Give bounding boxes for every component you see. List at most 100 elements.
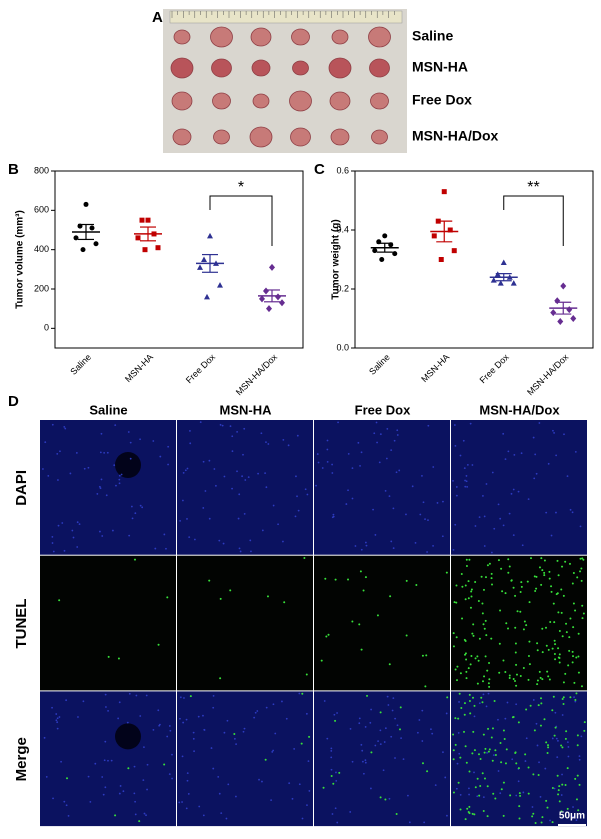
tunel-signal <box>524 753 527 756</box>
tunel-signal <box>482 680 485 683</box>
tunel-signal <box>491 583 494 586</box>
tunel-signal <box>577 655 580 658</box>
nucleus <box>394 717 397 720</box>
tunel-signal <box>515 684 518 687</box>
nucleus <box>274 732 277 735</box>
nucleus <box>471 464 474 466</box>
y-axis-label: Tumor volume (mm³) <box>15 210 26 309</box>
tunel-signal <box>572 602 575 605</box>
nucleus <box>188 536 191 539</box>
tunel-signal <box>476 777 479 780</box>
tunel-signal <box>483 751 486 754</box>
tunel-signal <box>571 582 574 585</box>
point <box>570 315 577 322</box>
nucleus <box>218 792 221 795</box>
nucleus <box>305 712 308 715</box>
nucleus <box>131 517 134 520</box>
tunel-signal <box>565 730 568 733</box>
plot-frame <box>54 170 304 349</box>
nucleus <box>192 731 195 734</box>
nucleus <box>469 422 472 425</box>
nucleus <box>301 817 304 820</box>
nucleus <box>271 751 274 753</box>
tunel-signal <box>471 812 474 815</box>
nucleus <box>473 771 475 774</box>
nucleus <box>244 479 247 481</box>
nucleus <box>482 796 485 799</box>
nucleus <box>118 792 121 795</box>
nucleus <box>69 472 72 475</box>
nucleus <box>336 821 339 824</box>
nucleus <box>561 773 563 776</box>
nucleus <box>349 811 352 813</box>
nucleus <box>456 762 459 765</box>
tunel-signal <box>467 597 470 600</box>
nucleus <box>517 490 520 493</box>
tunel-signal <box>562 681 565 684</box>
tunel-signal <box>488 661 491 664</box>
nucleus <box>369 721 372 724</box>
nucleus <box>104 740 107 743</box>
nucleus <box>145 694 148 697</box>
tumor <box>291 28 310 46</box>
tunel-signal <box>514 679 517 682</box>
tunel-signal <box>576 774 579 777</box>
tunel-signal <box>471 752 474 755</box>
nucleus <box>326 460 329 463</box>
tunel-signal <box>525 708 528 711</box>
tunel-signal <box>474 786 477 789</box>
nucleus <box>212 706 215 709</box>
nucleus <box>515 703 518 706</box>
nucleus <box>236 470 238 473</box>
tunel-signal <box>534 589 537 592</box>
nucleus <box>111 529 114 532</box>
nucleus <box>270 799 273 802</box>
nucleus <box>416 731 419 734</box>
tunel-signal <box>500 761 503 764</box>
tunel-signal <box>510 579 513 582</box>
tunel-signal <box>564 737 567 740</box>
nucleus <box>122 790 125 793</box>
tumor <box>170 57 194 79</box>
nucleus <box>193 750 195 753</box>
nucleus <box>419 513 422 516</box>
tunel-signal <box>543 559 546 562</box>
tunel-signal <box>533 729 536 732</box>
tunel-signal <box>499 609 502 612</box>
nucleus <box>430 728 432 731</box>
nucleus <box>561 714 564 716</box>
nucleus <box>146 763 149 766</box>
nucleus <box>64 427 67 430</box>
tunel-signal <box>561 565 564 568</box>
nucleus <box>492 754 495 757</box>
tunel-signal <box>547 648 550 651</box>
nucleus <box>63 800 66 803</box>
nucleus <box>186 518 188 520</box>
nucleus <box>332 513 335 516</box>
tunel-signal <box>557 793 560 796</box>
nucleus <box>220 812 223 814</box>
tunel-signal <box>575 656 578 659</box>
tunel-signal <box>576 576 579 579</box>
x-tick-label: MSN-HA/Dox <box>234 352 280 398</box>
nucleus <box>143 812 146 815</box>
tunel-signal <box>557 647 560 650</box>
nucleus <box>129 441 132 444</box>
tunel-signal <box>581 557 584 560</box>
tunel-signal <box>514 751 517 754</box>
tunel-signal <box>459 756 462 759</box>
tunel-signal <box>424 685 427 688</box>
nucleus <box>52 550 55 553</box>
nucleus <box>532 699 535 701</box>
nucleus <box>105 706 107 708</box>
nucleus <box>361 760 364 763</box>
nucleus <box>462 439 465 442</box>
nucleus <box>493 527 496 530</box>
micrograph <box>40 555 176 691</box>
tunel-signal <box>468 770 471 773</box>
nucleus <box>204 490 207 492</box>
significance-bracket <box>503 195 564 246</box>
tunel-signal <box>133 558 136 561</box>
nucleus <box>264 472 267 475</box>
nucleus <box>446 814 448 817</box>
